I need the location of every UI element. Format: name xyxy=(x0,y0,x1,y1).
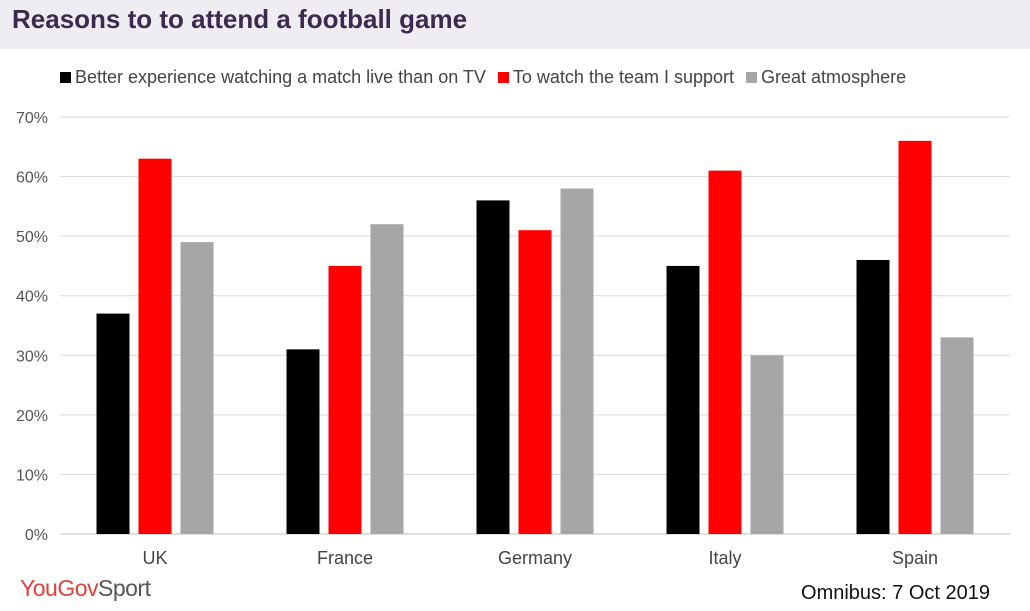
legend-swatch xyxy=(746,71,758,83)
y-tick-label: 70% xyxy=(16,110,48,127)
logo-sport-text: Sport xyxy=(98,575,151,601)
bar xyxy=(560,188,594,534)
title-bar: Reasons to to attend a football game xyxy=(0,0,1030,49)
y-tick-label: 30% xyxy=(16,348,48,365)
bar xyxy=(138,158,172,534)
x-category-label: France xyxy=(317,548,373,568)
bar xyxy=(666,265,700,534)
x-category-label: UK xyxy=(142,548,167,568)
legend-swatch xyxy=(497,71,509,83)
chart-legend: Better experience watching a match live … xyxy=(60,66,918,88)
x-category-label: Spain xyxy=(892,548,938,568)
bar xyxy=(328,265,362,534)
legend-item: Better experience watching a match live … xyxy=(60,67,486,88)
legend-swatch xyxy=(60,71,71,83)
bar xyxy=(856,259,890,534)
y-tick-label: 0% xyxy=(25,527,48,544)
x-category-label: Italy xyxy=(708,548,741,568)
logo-yougov-text: YouGov xyxy=(20,575,99,601)
bar xyxy=(476,200,510,534)
y-tick-label: 20% xyxy=(16,408,48,425)
bar xyxy=(518,230,552,534)
bar xyxy=(180,242,214,534)
chart-title: Reasons to to attend a football game xyxy=(12,4,468,34)
bar xyxy=(370,224,404,534)
y-tick-label: 40% xyxy=(16,289,48,306)
legend-item: Great atmosphere xyxy=(746,67,906,88)
bar xyxy=(96,313,130,534)
legend-label: Better experience watching a match live … xyxy=(75,66,486,87)
yougov-sport-logo: YouGovSport xyxy=(20,575,151,602)
bar xyxy=(286,349,320,534)
y-tick-label: 60% xyxy=(16,170,48,187)
bar xyxy=(940,337,974,534)
bar xyxy=(898,140,932,535)
source-note: Omnibus: 7 Oct 2019 xyxy=(801,582,990,604)
legend-label: To watch the team I support xyxy=(512,66,735,87)
bar xyxy=(750,355,784,534)
y-tick-label: 50% xyxy=(16,229,48,246)
bar xyxy=(708,170,742,534)
legend-label: Great atmosphere xyxy=(761,66,907,87)
x-category-label: Germany xyxy=(498,548,572,568)
legend-item: To watch the team I support xyxy=(497,66,735,88)
y-tick-label: 10% xyxy=(16,467,48,484)
